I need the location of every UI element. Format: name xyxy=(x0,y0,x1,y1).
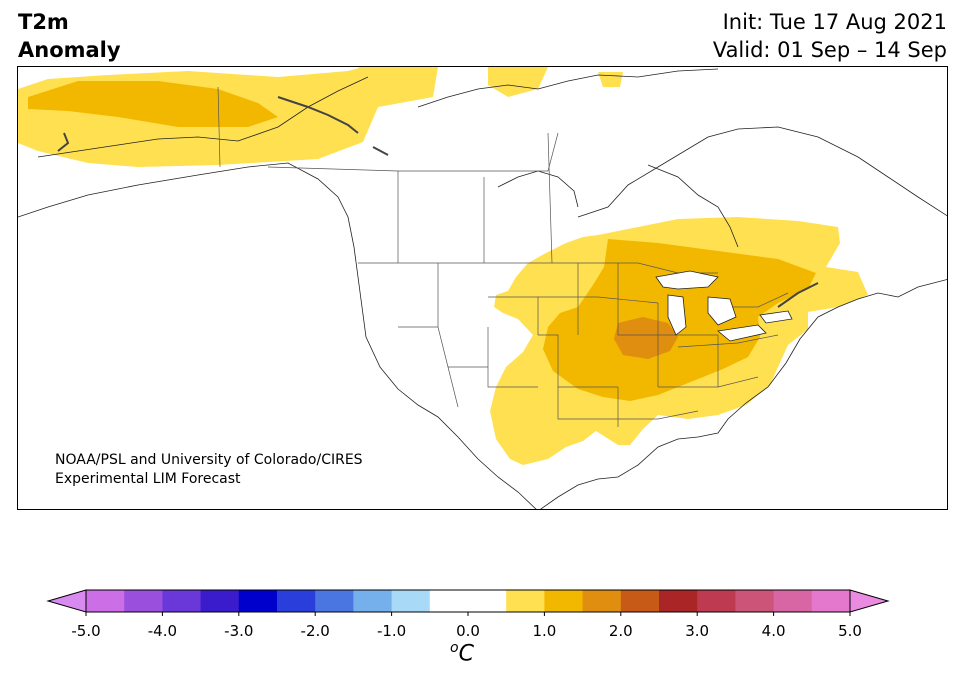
anomaly-map xyxy=(18,67,947,509)
colorbar-segment xyxy=(162,590,202,612)
colorbar-tick-label: 3.0 xyxy=(685,622,710,640)
colorbar-tick-label: 5.0 xyxy=(838,622,862,640)
valid-period: Valid: 01 Sep – 14 Sep xyxy=(712,38,947,62)
colorbar-segment xyxy=(200,590,240,612)
unit-degree-mark: o xyxy=(450,640,459,656)
colorbar-segment xyxy=(735,590,775,612)
colorbar-segment xyxy=(468,590,507,612)
colorbar-unit-label: oC xyxy=(450,640,474,666)
great-lakes xyxy=(655,270,793,342)
colorbar-segment xyxy=(811,590,851,612)
colorbar-segment xyxy=(544,590,584,612)
colorbar-ticks xyxy=(85,612,851,616)
anomaly-fill-dark xyxy=(614,317,678,359)
colorbar-tick-label: 1.0 xyxy=(532,622,557,640)
colorbar-under-triangle xyxy=(46,589,87,613)
forecast-dates: Init: Tue 17 Aug 2021 Valid: 01 Sep – 14… xyxy=(713,8,947,64)
colorbar-segment xyxy=(659,590,698,612)
title-line-2: Anomaly xyxy=(18,38,121,62)
colorbar-tick-label: -1.0 xyxy=(376,622,407,640)
colorbar-segment xyxy=(620,590,660,612)
colorbar-segment xyxy=(582,590,622,612)
colorbar-segment xyxy=(353,590,393,612)
colorbar-tick-label: -4.0 xyxy=(147,622,178,640)
chart-title: T2m Anomaly xyxy=(18,8,121,64)
colorbar-scale xyxy=(46,589,890,616)
colorbar-segment xyxy=(391,590,431,612)
colorbar-tick-label: -2.0 xyxy=(300,622,330,640)
colorbar-segment xyxy=(238,590,278,612)
colorbar-segments xyxy=(86,590,851,612)
colorbar-tick-label: 0.0 xyxy=(456,622,480,640)
credit-text: NOAA/PSL and University of Colorado/CIRE… xyxy=(55,451,363,489)
colorbar-tick-label: 2.0 xyxy=(608,622,633,640)
credit-line-2: Experimental LIM Forecast xyxy=(55,471,241,487)
rivers xyxy=(57,96,819,308)
colorbar-segment xyxy=(124,590,163,612)
unit-letter: C xyxy=(458,641,474,667)
coastlines xyxy=(18,68,947,509)
map-panel: NOAA/PSL and University of Colorado/CIRE… xyxy=(17,66,948,510)
init-date: Init: Tue 17 Aug 2021 xyxy=(722,10,947,34)
colorbar: -5.0 -4.0 -3.0 -2.0 -1.0 0.0 1.0 2.0 3.0 4.0 5.0 o… xyxy=(0,580,959,680)
colorbar-tick-label: 4.0 xyxy=(761,622,786,640)
colorbar-segment xyxy=(86,590,125,612)
colorbar-over-triangle xyxy=(849,589,890,613)
colorbar-segment xyxy=(773,590,813,612)
colorbar-tick-label: -3.0 xyxy=(224,622,254,640)
colorbar-segment xyxy=(277,590,316,612)
title-line-1: T2m xyxy=(18,10,69,34)
colorbar-segment xyxy=(506,590,545,612)
colorbar-segment xyxy=(429,590,469,612)
colorbar-segment xyxy=(697,590,736,612)
colorbar-segment xyxy=(315,590,354,612)
credit-line-1: NOAA/PSL and University of Colorado/CIRE… xyxy=(55,452,363,468)
colorbar-tick-label: -5.0 xyxy=(71,622,101,640)
